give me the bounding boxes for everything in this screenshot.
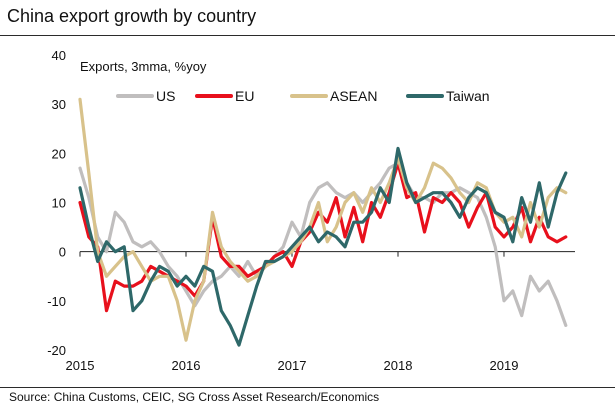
series-line-taiwan [78,146,568,347]
series-line-asean [78,97,568,342]
chart-legend: US EU ASEAN Taiwan [116,88,490,104]
legend-label-eu: EU [235,88,254,104]
legend-label-us: US [156,88,175,104]
chart-axes: 2015 2016 2017 2018 2019 -20 -10 0 10 20 30 40 [47,48,575,373]
series-line-us [78,161,568,327]
source-rule [0,387,615,388]
x-tick-label: 2019 [490,358,519,373]
y-tick-label: 40 [52,48,66,63]
y-tick-label: 30 [52,97,66,112]
y-tick-label: 20 [52,146,66,161]
title-rule [0,35,615,36]
chart-subtitle: Exports, 3mma, %yoy [80,59,207,74]
y-tick-label: 10 [52,196,66,211]
source-note: Source: China Customs, CEIC, SG Cross As… [9,390,380,404]
line-chart: Exports, 3mma, %yoy 2015 2016 2017 2018 2019… [47,48,575,373]
legend-label-taiwan: Taiwan [446,88,490,104]
series-layer [78,97,568,347]
x-tick-label: 2017 [278,358,307,373]
legend-label-asean: ASEAN [330,88,377,104]
x-tick-label: 2015 [66,358,95,373]
y-tick-label: 0 [59,245,66,260]
x-tick-label: 2018 [384,358,413,373]
y-tick-label: -20 [47,343,66,358]
y-tick-label: -10 [47,294,66,309]
x-tick-label: 2016 [172,358,201,373]
chart-title: China export growth by country [7,6,257,26]
